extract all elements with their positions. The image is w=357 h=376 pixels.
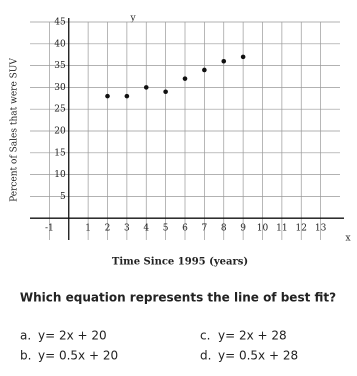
x-tick-label: 3 [124,224,130,234]
data-point [221,58,227,64]
x-tick-label: 10 [257,224,269,234]
y-tick-label: 15 [54,148,66,158]
y-axis-label: Percent of Sales that were SUV [10,58,20,202]
x-axis-label: Time Since 1995 (years) [112,257,248,268]
x-tick-label: 4 [143,224,149,234]
x-tick-label: 7 [202,224,208,234]
data-point [182,76,188,81]
y-tick-label: 25 [54,105,66,115]
option-letter: b. [20,349,31,363]
y-tick-label: 40 [54,39,66,49]
data-point [163,89,168,95]
x-tick-label: 12 [296,224,307,234]
y-tick-label: 20 [54,127,66,137]
y-tick-label: 10 [54,170,66,180]
option-letter: c. [200,329,210,343]
option-text[interactable]: y= 2x + 20 [38,329,107,343]
data-point [143,85,149,90]
x-tick-label: 8 [221,224,227,234]
x-tick-label: 9 [240,224,246,234]
x-tick-label: 5 [163,224,169,234]
y-tick-label: 30 [54,83,66,93]
option-text[interactable]: y= 2x + 28 [218,329,287,343]
x-tick-label: 1 [85,224,91,234]
x-axis-name: x [345,234,350,244]
y-tick-label: 35 [54,61,66,71]
data-point [105,93,110,99]
y-axis-name: y [129,14,136,24]
y-tick-label: 5 [60,192,66,202]
data-point [240,54,246,60]
data-point [124,93,130,99]
option-text[interactable]: y= 0.5x + 20 [38,349,118,363]
option-text[interactable]: y= 0.5x + 28 [218,349,298,363]
option-letter: d. [200,349,211,363]
x-tick-label: 6 [182,224,188,234]
option-letter: a. [20,329,31,343]
question: Which equation represents the line of be… [20,291,336,305]
x-tick-label: -1 [45,224,54,234]
x-tick-label: 2 [105,224,111,234]
y-tick-label: 45 [54,18,66,28]
x-tick-label: 11 [276,224,287,234]
data-point [202,67,207,73]
x-tick-label: 13 [315,224,327,234]
